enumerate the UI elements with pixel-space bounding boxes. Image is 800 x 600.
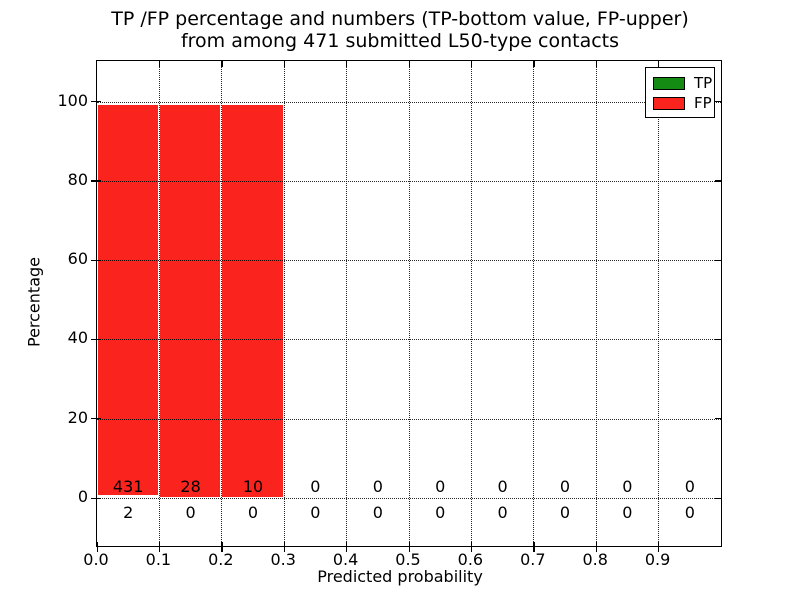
chart-title-line2: from among 471 submitted L50-type contac… — [180, 30, 620, 52]
plot-area: 431 2 28 0 10 0 0 0 0 0 0 0 0 0 0 0 0 0 0 0 TP FP — [91, 60, 722, 552]
tp-count-label: 2 — [123, 503, 134, 522]
fp-count-label: 431 — [112, 477, 144, 496]
legend-label-fp: FP — [694, 93, 712, 112]
x-tick-mark-top — [533, 61, 535, 67]
fp-bar-segment — [158, 103, 222, 498]
legend-label-tp: TP — [694, 73, 713, 92]
y-tick-label: 60 — [67, 249, 88, 269]
tp-swatch-icon — [653, 76, 685, 90]
fp-bar-segment — [96, 103, 159, 496]
fp-count-label: 0 — [622, 477, 633, 496]
y-tick-mark-right — [715, 497, 721, 499]
legend-row-tp: TP — [646, 73, 714, 93]
tp-count-label: 0 — [497, 503, 508, 522]
fp-count-label: 0 — [310, 477, 321, 496]
x-tick-label: 0.6 — [457, 550, 484, 569]
x-tick-mark-bottom — [346, 542, 348, 552]
x-tick-mark-top — [283, 61, 285, 67]
v-gridline — [658, 61, 660, 546]
x-tick-mark-bottom — [595, 542, 597, 552]
fp-bar-segment — [221, 103, 284, 498]
y-tick-mark-left — [91, 180, 101, 182]
x-tick-mark-bottom — [221, 542, 223, 552]
x-tick-label: 0.8 — [582, 550, 608, 569]
x-tick-label: 0.3 — [270, 550, 296, 569]
y-tick-label: 0 — [77, 487, 88, 506]
tp-count-label: 0 — [185, 503, 196, 522]
y-tick-label: 100 — [57, 90, 88, 110]
x-tick-label: 0.7 — [520, 550, 546, 569]
x-tick-mark-bottom — [283, 542, 285, 552]
y-tick-label: 20 — [67, 407, 88, 427]
legend: TP FP — [645, 67, 715, 118]
y-tick-mark-left — [91, 338, 101, 341]
x-tick-mark-top — [158, 61, 161, 67]
x-tick-mark-top — [595, 61, 597, 67]
y-tick-label: 40 — [67, 328, 88, 348]
x-tick-mark-top — [408, 61, 410, 67]
x-tick-label: 0.5 — [395, 550, 421, 569]
y-tick-mark-left — [91, 497, 101, 499]
x-tick-mark-bottom — [658, 542, 660, 552]
v-gridline — [346, 61, 348, 546]
x-tick-mark-bottom — [470, 542, 473, 552]
x-tick-mark-top — [658, 61, 660, 67]
v-gridline — [470, 61, 472, 546]
y-tick-label: 80 — [67, 169, 88, 189]
fp-count-label: 10 — [242, 477, 264, 496]
x-tick-label: 0.2 — [208, 550, 234, 569]
x-tick-mark-bottom — [533, 542, 535, 552]
y-tick-mark-right — [715, 259, 721, 261]
y-tick-mark-right — [715, 338, 721, 341]
v-gridline — [408, 61, 410, 546]
v-gridline — [283, 61, 285, 546]
fp-count-label: 0 — [497, 477, 508, 496]
x-tick-label: 0.4 — [332, 550, 359, 569]
tp-count-label: 0 — [622, 503, 633, 522]
y-tick-mark-right — [715, 418, 721, 420]
x-tick-mark-top — [221, 61, 223, 67]
y-tick-mark-right — [715, 101, 721, 103]
fp-count-label: 0 — [435, 477, 446, 496]
x-tick-mark-bottom — [408, 542, 410, 552]
fp-count-label: 0 — [372, 477, 383, 496]
x-tick-mark-bottom — [96, 542, 98, 552]
fp-swatch-icon — [653, 96, 685, 110]
tp-count-label: 0 — [559, 503, 571, 522]
tp-count-label: 0 — [684, 503, 695, 522]
v-gridline — [221, 61, 223, 546]
tp-count-label: 0 — [310, 503, 321, 522]
tp-bar-segment — [96, 496, 159, 499]
x-tick-label: 0.0 — [83, 550, 109, 569]
tp-count-label: 0 — [247, 503, 259, 522]
v-gridline — [533, 61, 535, 546]
x-axis-label: Predicted probability — [317, 567, 483, 586]
x-tick-label: 0.1 — [145, 550, 172, 569]
x-tick-mark-bottom — [158, 542, 161, 552]
y-tick-mark-left — [91, 418, 101, 420]
x-tick-mark-top — [346, 61, 348, 67]
x-tick-mark-top — [470, 61, 473, 67]
v-gridline — [595, 61, 597, 546]
fp-count-label: 28 — [180, 477, 201, 496]
y-tick-mark-left — [91, 101, 101, 103]
tp-count-label: 0 — [435, 503, 446, 522]
tp-count-label: 0 — [372, 503, 383, 522]
fp-count-label: 0 — [684, 477, 695, 496]
legend-row-fp: FP — [646, 93, 714, 113]
v-gridline — [158, 61, 160, 546]
fp-count-label: 0 — [559, 477, 571, 496]
x-tick-label: 0.9 — [644, 550, 671, 569]
chart-title-line1: TP /FP percentage and numbers (TP-bottom… — [111, 8, 689, 30]
y-tick-mark-left — [91, 259, 101, 261]
chart-title: TP /FP percentage and numbers (TP-bottom… — [0, 8, 800, 52]
y-tick-mark-right — [715, 180, 721, 182]
